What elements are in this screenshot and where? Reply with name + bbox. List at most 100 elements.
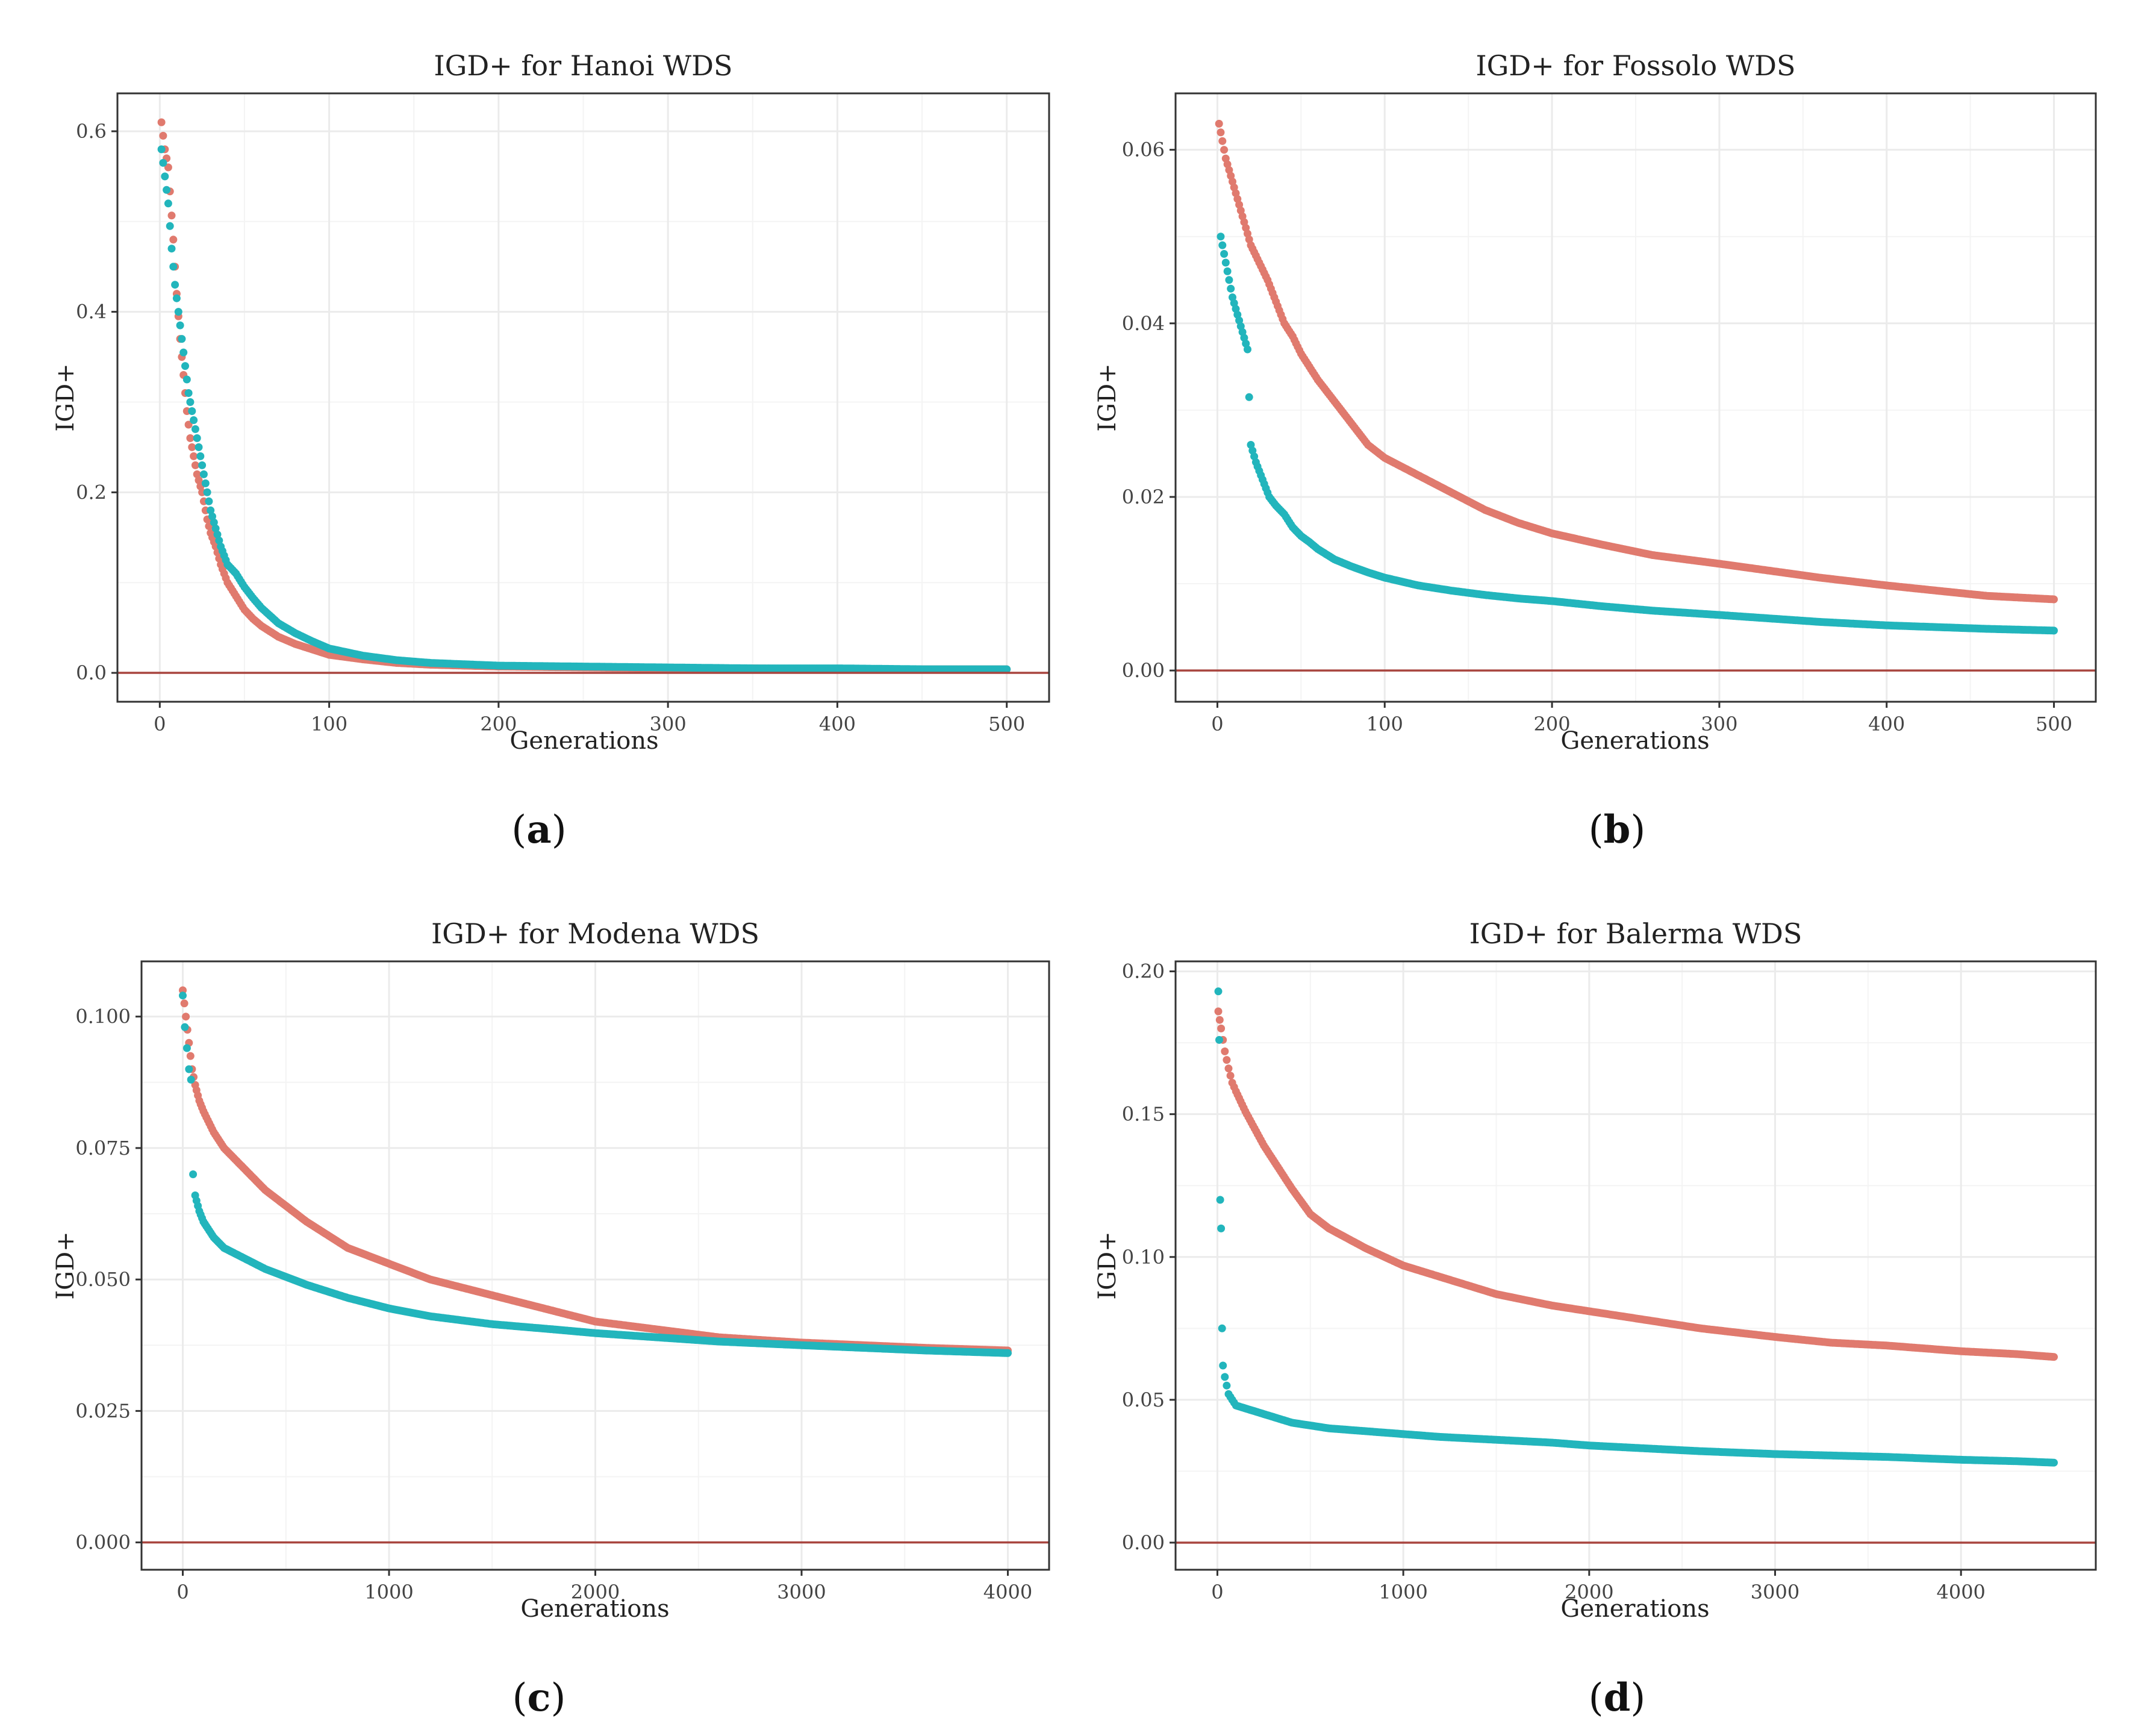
- x-tick-label: 200: [1534, 713, 1571, 735]
- x-tick-label: 300: [650, 713, 687, 735]
- chart-fossolo: IGD+ for Fossolo WDS 0 100 200 300 400 500 0.00…: [1094, 49, 2097, 755]
- data-point: [1217, 1224, 1226, 1232]
- x-tick-label: 0: [154, 713, 166, 735]
- x-tick-label: 4000: [1936, 1581, 1985, 1603]
- data-point: [182, 1013, 190, 1021]
- series-red: [1215, 119, 2058, 604]
- x-axis-label: Generations: [509, 727, 658, 755]
- data-point: [195, 476, 203, 484]
- y-tick-label: 0.6: [76, 120, 107, 143]
- data-point: [185, 1065, 193, 1073]
- data-point: [191, 461, 199, 469]
- x-tick-label: 3000: [777, 1581, 826, 1603]
- data-point: [180, 999, 188, 1008]
- x-tick-label: 0: [1211, 1581, 1223, 1603]
- data-point: [193, 470, 201, 478]
- data-point: [1217, 128, 1225, 137]
- data-point: [1223, 1056, 1231, 1064]
- data-point: [1217, 1024, 1226, 1032]
- data-point: [1217, 233, 1225, 241]
- data-point: [169, 236, 178, 244]
- panel-c: IGD+ for Modena WDS 0 1000 2000 3000 4000 0.00…: [0, 868, 1078, 1736]
- chart-title: IGD+ for Balerma WDS: [1469, 917, 1802, 950]
- x-tick-label: 1000: [1379, 1581, 1427, 1603]
- data-point: [207, 506, 215, 514]
- data-point: [195, 443, 203, 451]
- subfigure-label-c: (c): [512, 1675, 566, 1720]
- data-point: [190, 452, 198, 460]
- data-point: [176, 321, 184, 329]
- x-axis-label: Generations: [1560, 727, 1709, 755]
- data-point: [1220, 250, 1229, 258]
- y-axis-label: IGD+: [1094, 363, 1121, 431]
- x-tick-label: 4000: [983, 1581, 1032, 1603]
- data-point: [181, 1023, 189, 1031]
- x-tick-label: 500: [2036, 713, 2072, 735]
- chart-hanoi: IGD+ for Hanoi WDS 0 100 200 300 400 500 0.0 0.2…: [52, 49, 1050, 755]
- chart-title: IGD+ for Hanoi WDS: [434, 49, 732, 82]
- data-point: [1215, 1016, 1224, 1024]
- subfigure-label-d: (d): [1588, 1675, 1646, 1720]
- x-tick-label: 500: [988, 713, 1025, 735]
- data-point: [161, 172, 169, 181]
- x-tick-label: 2000: [1565, 1581, 1613, 1603]
- data-point: [1223, 267, 1232, 275]
- data-point: [2050, 1458, 2058, 1467]
- series-teal: [1214, 987, 2058, 1467]
- data-point: [186, 434, 195, 442]
- data-point: [164, 199, 172, 208]
- data-point: [191, 425, 199, 433]
- data-point: [1244, 345, 1251, 354]
- data-point: [1225, 276, 1233, 284]
- data-point: [182, 1044, 191, 1052]
- data-point: [205, 497, 213, 505]
- data-point: [172, 294, 181, 302]
- data-point: [1215, 119, 1223, 128]
- data-point: [186, 398, 195, 406]
- data-point: [179, 348, 188, 357]
- y-tick-label: 0.0: [76, 661, 107, 684]
- panel-a: IGD+ for Hanoi WDS 0 100 200 300 400 500 0.0 0.2…: [0, 0, 1078, 868]
- data-point: [1215, 1035, 1223, 1044]
- data-point: [157, 145, 166, 154]
- plot-frame: [1174, 92, 2097, 703]
- subfigure-label-a: (a): [511, 807, 567, 852]
- data-point: [1218, 1324, 1226, 1332]
- data-point: [2050, 626, 2058, 635]
- data-point: [1245, 393, 1253, 401]
- data-point: [167, 211, 176, 220]
- data-point: [190, 416, 198, 424]
- x-tick-label: 1000: [364, 1581, 413, 1603]
- y-tick-label: 0.15: [1122, 1103, 1165, 1126]
- x-tick-label: 400: [1868, 713, 1905, 735]
- data-point: [1223, 1381, 1231, 1390]
- data-point: [1218, 241, 1227, 249]
- data-point: [2050, 595, 2058, 604]
- data-point: [196, 452, 205, 460]
- data-point: [193, 434, 201, 442]
- data-point: [188, 443, 196, 451]
- x-tick-label: 300: [1701, 713, 1737, 735]
- data-point: [184, 420, 193, 429]
- y-tick-label: 0.10: [1122, 1246, 1165, 1269]
- data-point: [1214, 1007, 1223, 1016]
- plot-frame: [1174, 960, 2097, 1571]
- y-tick-label: 0.05: [1122, 1388, 1165, 1411]
- y-tick-label: 0.00: [1122, 1531, 1165, 1554]
- data-point: [178, 335, 186, 343]
- x-tick-label: 100: [311, 713, 347, 735]
- data-point: [198, 461, 207, 469]
- data-point: [166, 222, 174, 230]
- y-tick-label: 0.050: [75, 1268, 131, 1291]
- y-tick-label: 0.02: [1122, 486, 1165, 508]
- x-axis-label: Generations: [520, 1595, 669, 1623]
- y-tick-label: 0.2: [76, 481, 107, 504]
- data-point: [181, 362, 189, 370]
- panel-b: IGD+ for Fossolo WDS 0 100 200 300 400 500 0.00…: [1078, 0, 2156, 868]
- data-point: [211, 524, 220, 532]
- data-point: [1227, 284, 1235, 293]
- y-axis-label: IGD+: [52, 363, 79, 431]
- series-red: [157, 118, 1011, 673]
- series-teal: [1217, 233, 2058, 635]
- data-point: [179, 991, 187, 1000]
